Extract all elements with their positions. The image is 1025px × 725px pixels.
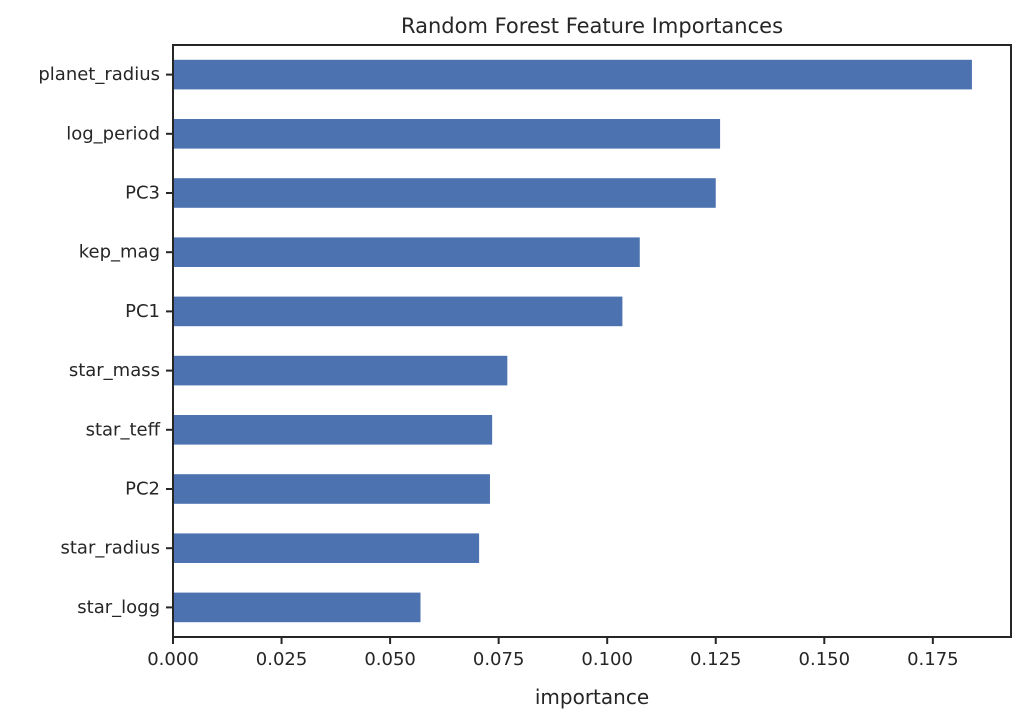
bar-planet-radius xyxy=(173,59,972,90)
y-axis: planet_radius log_period PC3 kep_mag PC1 star… xyxy=(38,64,173,618)
y-tick-label: star_logg xyxy=(77,597,160,618)
x-axis-label: importance xyxy=(535,685,649,709)
plot-frame xyxy=(172,44,1012,638)
y-tick-label: star_mass xyxy=(69,360,160,381)
x-tick-label: 0.050 xyxy=(364,649,416,670)
bar-pc1 xyxy=(173,296,623,327)
y-tick-label: PC1 xyxy=(125,301,160,322)
x-tick-label: 0.125 xyxy=(690,649,742,670)
bar-star-logg xyxy=(173,592,421,623)
bar-log-period xyxy=(173,119,721,149)
bar-pc3 xyxy=(173,178,716,208)
bar-star-teff xyxy=(173,415,493,445)
y-tick-label: log_period xyxy=(66,123,160,144)
x-tick-label: 0.025 xyxy=(256,649,308,670)
x-tick-label: 0.100 xyxy=(581,649,633,670)
y-tick-label: planet_radius xyxy=(38,64,160,85)
x-tick-label: 0.000 xyxy=(147,649,199,670)
bar-pc2 xyxy=(173,474,490,504)
bars-group xyxy=(173,59,972,623)
x-tick-label: 0.175 xyxy=(907,649,959,670)
y-tick-label: kep_mag xyxy=(79,242,160,263)
bar-star-mass xyxy=(173,355,508,386)
y-tick-label: star_radius xyxy=(60,538,160,559)
x-tick-label: 0.150 xyxy=(799,649,851,670)
y-tick-label: PC2 xyxy=(125,479,160,500)
x-axis: 0.000 0.025 0.050 0.075 0.100 0.125 0.150 0.175 xyxy=(147,637,959,670)
bar-star-radius xyxy=(173,533,480,563)
y-tick-label: star_teff xyxy=(86,419,161,440)
bar-kep-mag xyxy=(173,237,640,267)
x-tick-label: 0.075 xyxy=(473,649,525,670)
chart-title: Random Forest Feature Importances xyxy=(401,14,783,38)
y-tick-label: PC3 xyxy=(125,183,160,204)
